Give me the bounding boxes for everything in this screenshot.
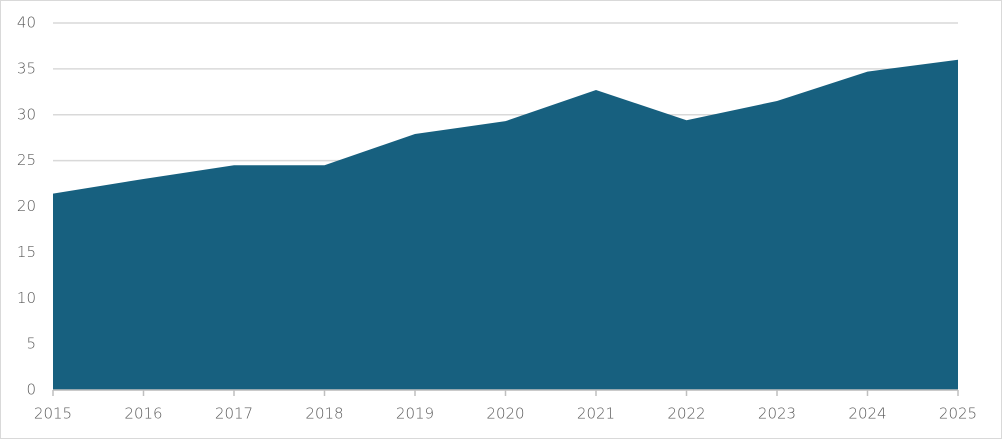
- x-tick-label: 2022: [667, 405, 705, 423]
- x-tick-label: 2018: [305, 405, 343, 423]
- y-tick-label: 30: [17, 105, 36, 123]
- area: [53, 59, 958, 390]
- x-tick-label: 2023: [758, 405, 796, 423]
- y-tick-label: 10: [17, 289, 36, 307]
- y-tick-label: 20: [17, 197, 36, 215]
- x-tick-label: 2015: [34, 405, 72, 423]
- y-tick-label: 15: [17, 243, 36, 261]
- x-tick-label: 2025: [939, 405, 977, 423]
- y-tick-label: 35: [17, 59, 36, 77]
- x-tick-label: 2017: [215, 405, 253, 423]
- y-tick-label: 25: [17, 151, 36, 169]
- x-tick-label: 2021: [577, 405, 615, 423]
- x-tick-label: 2016: [124, 405, 162, 423]
- y-tick-label: 5: [26, 335, 36, 353]
- y-tick-label: 0: [26, 381, 36, 399]
- y-tick-label: 40: [17, 14, 36, 32]
- x-tick-label: 2020: [486, 405, 524, 423]
- x-tick-label: 2019: [396, 405, 434, 423]
- x-tick-label: 2024: [848, 405, 886, 423]
